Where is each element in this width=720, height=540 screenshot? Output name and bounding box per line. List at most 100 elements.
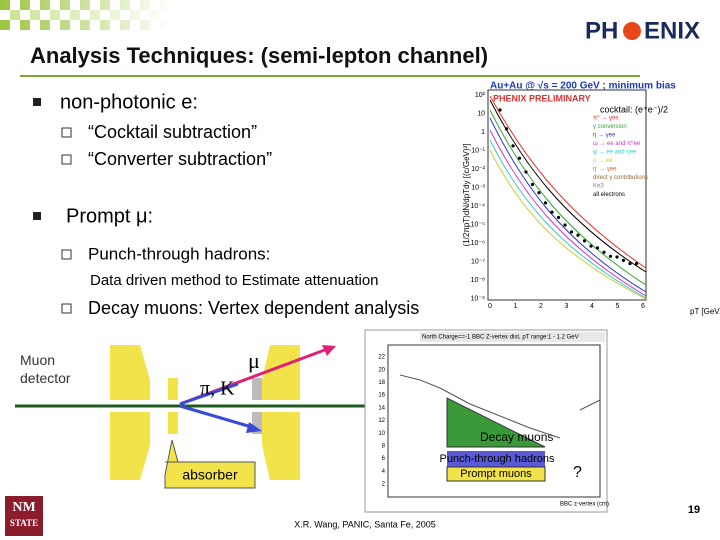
- logo-sun: [623, 22, 641, 40]
- decor-fade: [0, 0, 170, 30]
- punch-label: Punch-through hadrons: [440, 453, 555, 465]
- muon-label: μ: [248, 348, 260, 373]
- x-tick-label: 4: [590, 303, 594, 310]
- cocktail-label: cocktail: (e⁺e⁻)/2: [600, 104, 668, 114]
- data-point: [582, 239, 587, 243]
- data-point: [569, 230, 574, 234]
- y-tick-label: 20: [378, 367, 385, 373]
- x-tick-label: 2: [539, 303, 543, 310]
- magnet: [262, 412, 300, 480]
- title: Analysis Techniques: (semi-lepton channe…: [30, 43, 488, 68]
- sub-bullet: [61, 127, 72, 138]
- preliminary: PHENIX PRELIMINARY: [493, 93, 591, 103]
- data-point: [543, 201, 548, 205]
- x-label: BBC z-vertex (cm): [560, 502, 609, 508]
- legend-entry: direct γ contributions: [593, 175, 648, 181]
- y-tick-label: 8: [382, 443, 386, 449]
- legend-entry: ρ → ee: [593, 158, 613, 164]
- decay-region: [446, 397, 546, 448]
- logo-bottom: STATE: [10, 518, 38, 528]
- y-tick-label: 10²: [475, 92, 486, 99]
- data-point: [602, 250, 606, 254]
- detector-plane: [252, 412, 262, 434]
- x-tick-label: 1: [514, 303, 518, 310]
- y-tick-label: 10⁻⁷: [471, 258, 485, 265]
- data-point: [504, 127, 509, 131]
- vertex-plot: North Charge==-1 BBC Z-vertex dist, pT r…: [364, 329, 609, 513]
- university-logo: [5, 496, 43, 536]
- data-point: [537, 191, 541, 195]
- x-tick-label: 0: [488, 303, 492, 310]
- data-point: [608, 254, 613, 258]
- y-label: (1/2πpT)dN/dpTdy [(c/GeV)²]: [462, 144, 471, 247]
- hadron-track: [179, 382, 239, 406]
- data-point: [550, 210, 554, 214]
- data-point: [524, 170, 528, 174]
- y-tick-label: 10⁻³: [471, 184, 485, 191]
- logo-right: ENIX: [644, 17, 700, 44]
- data-point: [615, 255, 619, 259]
- histogram-trace: [399, 374, 601, 439]
- prompt-region: [446, 466, 546, 482]
- curve: [489, 117, 647, 293]
- logo-top: NM: [12, 500, 35, 515]
- y-tick-label: 10: [378, 431, 385, 437]
- data-point: [576, 233, 580, 237]
- data-point: [556, 215, 561, 220]
- data-points: [498, 108, 639, 266]
- magnet: [262, 345, 300, 400]
- decay-label: Decay muons: [480, 430, 553, 444]
- y-tick-label: 14: [378, 405, 385, 411]
- plot-bg: [460, 80, 720, 318]
- legend-entry: φ → ee and ηee: [593, 150, 637, 156]
- x-tick-label: 3: [565, 303, 569, 310]
- curve: [489, 139, 647, 299]
- detector-label: Muon detector: [20, 352, 71, 386]
- plot-frame: [487, 89, 647, 301]
- legend-entry: ω → ee and π⁰ee: [593, 140, 641, 147]
- absorber-block: [168, 412, 178, 434]
- curve: [489, 95, 647, 269]
- y-tick-label: 10⁻¹: [471, 147, 485, 154]
- data-point: [628, 261, 632, 266]
- curve: [489, 129, 647, 297]
- magnet: [110, 412, 150, 480]
- credit: X.R. Wang, PANIC, Santa Fe, 2005: [294, 519, 436, 529]
- data-point: [530, 182, 535, 187]
- x-tick-label: 5: [616, 303, 620, 310]
- curve: [489, 109, 647, 286]
- curve: [489, 149, 647, 300]
- hadron-label: π, K: [200, 378, 235, 400]
- legend-entry: Ke3: [593, 184, 604, 190]
- y-tick-label: 10⁻⁴: [471, 203, 486, 210]
- bullet: [33, 98, 41, 106]
- data-point: [634, 261, 639, 266]
- y-tick-label: 1: [481, 129, 485, 136]
- callout: [164, 439, 256, 489]
- y-tick-label: 4: [382, 469, 386, 475]
- detector-plane: [252, 378, 262, 400]
- y-tick-label: 10⁻⁵: [471, 221, 485, 228]
- y-tick-label: 22: [378, 355, 385, 361]
- spectrum-plot: Au+Au @ √s = 200 GeV ; minimum bias PHEN…: [460, 80, 720, 318]
- plot-frame: [387, 344, 601, 498]
- y-tick-label: 12: [378, 418, 385, 424]
- y-tick-label: 10⁻⁸: [471, 277, 485, 284]
- plot-title: Au+Au @ √s = 200 GeV ; minimum bias: [490, 81, 676, 92]
- x-tick-label: 6: [641, 303, 645, 310]
- page-number: 19: [688, 504, 700, 516]
- magnet: [110, 345, 150, 400]
- legend-entry: η' → γee: [593, 167, 617, 173]
- y-tick-label: 2: [382, 482, 386, 488]
- arrowhead: [322, 345, 336, 356]
- y-tick-label: 10: [477, 110, 485, 117]
- data-point: [621, 258, 626, 263]
- punch-region: [447, 451, 545, 467]
- sub-bullet-text: Punch-through hadrons:: [88, 244, 270, 263]
- bullet: [33, 212, 41, 220]
- legend-entry: γ conversion: [593, 124, 627, 130]
- question-mark: ?: [573, 464, 582, 481]
